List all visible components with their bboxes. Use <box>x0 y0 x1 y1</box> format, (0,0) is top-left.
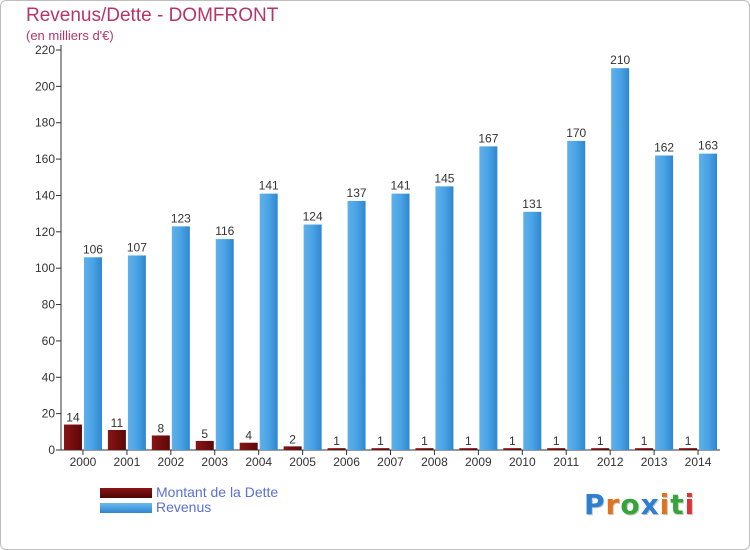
x-tick-label: 2004 <box>245 455 272 469</box>
bar-debt <box>459 448 478 450</box>
data-label-revenue: 137 <box>347 186 367 200</box>
data-label-revenue: 131 <box>522 197 542 211</box>
data-label-debt: 2 <box>289 432 296 446</box>
data-label-debt: 1 <box>553 434 560 448</box>
data-label-debt: 1 <box>641 434 648 448</box>
y-tick-label: 120 <box>35 225 55 239</box>
legend-swatch-debt <box>100 488 152 498</box>
x-tick-label: 2008 <box>421 455 448 469</box>
x-tick-label: 2010 <box>509 455 536 469</box>
data-label-revenue: 210 <box>610 53 630 67</box>
y-tick-label: 20 <box>42 407 56 421</box>
data-label-debt: 8 <box>157 421 164 435</box>
x-tick-label: 2003 <box>201 455 228 469</box>
data-label-revenue: 170 <box>566 126 586 140</box>
x-tick-label: 2002 <box>157 455 184 469</box>
chart-subtitle: (en milliers d'€) <box>26 28 114 43</box>
bar-revenue <box>699 153 718 451</box>
x-tick-label: 2005 <box>289 455 316 469</box>
bar-debt <box>239 442 258 450</box>
data-label-debt: 1 <box>333 434 340 448</box>
bar-revenue <box>523 211 542 450</box>
x-tick-label: 2000 <box>70 455 97 469</box>
bar-revenue <box>215 239 234 450</box>
x-tick-label: 2006 <box>333 455 360 469</box>
bar-debt <box>327 448 346 450</box>
proxiti-logo: Proxiti <box>584 488 696 521</box>
bar-revenue <box>391 193 410 451</box>
bar-debt <box>107 430 126 450</box>
bar-revenue <box>567 140 586 450</box>
bar-debt <box>547 448 566 450</box>
data-label-debt: 1 <box>421 434 428 448</box>
bar-debt <box>503 448 522 450</box>
y-tick-label: 40 <box>42 370 56 384</box>
data-label-revenue: 163 <box>698 139 718 153</box>
y-tick-label: 160 <box>35 152 55 166</box>
bar-revenue <box>303 224 322 450</box>
data-label-debt: 14 <box>66 411 80 425</box>
bar-revenue <box>655 155 674 451</box>
data-label-revenue: 107 <box>127 240 147 254</box>
bar-revenue <box>435 186 454 450</box>
bar-debt <box>591 448 610 450</box>
data-label-revenue: 162 <box>654 140 674 154</box>
data-label-debt: 1 <box>597 434 604 448</box>
legend-label-debt: Montant de la Dette <box>156 484 279 500</box>
y-tick-label: 220 <box>35 43 55 57</box>
bar-revenue <box>611 68 630 450</box>
y-tick-label: 100 <box>35 261 55 275</box>
data-label-debt: 1 <box>465 434 472 448</box>
y-tick-label: 80 <box>42 298 56 312</box>
bar-revenue <box>171 226 190 450</box>
bar-revenue <box>259 193 278 451</box>
bar-revenue <box>127 255 146 450</box>
data-label-revenue: 141 <box>259 179 279 193</box>
x-tick-label: 2012 <box>597 455 624 469</box>
data-label-debt: 1 <box>509 434 516 448</box>
bar-debt <box>151 435 170 450</box>
bar-debt <box>371 448 390 450</box>
legend-swatch-revenue <box>100 503 152 513</box>
y-tick-label: 60 <box>42 334 56 348</box>
bar-debt <box>195 440 214 450</box>
data-label-revenue: 116 <box>215 224 234 238</box>
bar-debt <box>679 448 698 450</box>
x-tick-label: 2013 <box>641 455 668 469</box>
bar-debt <box>635 448 654 450</box>
data-label-revenue: 145 <box>434 171 454 185</box>
y-tick-label: 200 <box>35 79 55 93</box>
bar-revenue <box>479 146 498 450</box>
data-label-revenue: 123 <box>171 211 191 225</box>
data-label-debt: 1 <box>685 434 692 448</box>
data-label-revenue: 141 <box>390 179 410 193</box>
y-tick-label: 140 <box>35 188 55 202</box>
x-tick-label: 2009 <box>465 455 492 469</box>
data-label-debt: 5 <box>201 427 208 441</box>
x-tick-label: 2007 <box>377 455 404 469</box>
bar-revenue <box>83 257 102 450</box>
bar-debt <box>415 448 434 450</box>
x-tick-label: 2011 <box>553 455 579 469</box>
data-label-revenue: 167 <box>478 131 498 145</box>
bar-revenue <box>347 200 366 450</box>
data-label-debt: 1 <box>377 434 384 448</box>
legend-label-revenue: Revenus <box>156 499 212 515</box>
data-label-debt: 11 <box>111 416 124 430</box>
bar-debt <box>283 446 302 450</box>
data-label-revenue: 124 <box>303 210 323 224</box>
data-label-revenue: 106 <box>83 242 103 256</box>
y-tick-label: 0 <box>48 443 55 457</box>
chart-title: Revenus/Dette - DOMFRONT <box>26 5 279 26</box>
data-label-debt: 4 <box>245 429 252 443</box>
y-tick-label: 180 <box>35 116 55 130</box>
bar-debt <box>63 424 82 450</box>
x-tick-label: 2014 <box>685 455 712 469</box>
x-tick-label: 2001 <box>114 455 141 469</box>
